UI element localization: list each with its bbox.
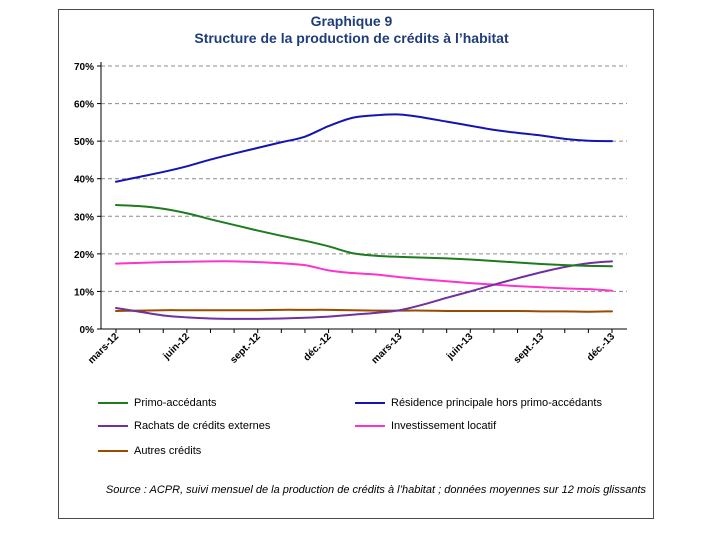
y-tick-label: 70% <box>74 62 94 73</box>
chart-frame <box>58 9 654 519</box>
legend-label-investissement: Investissement locatif <box>391 420 497 432</box>
y-tick-label: 40% <box>74 175 94 186</box>
legend-swatch-autres <box>98 450 128 452</box>
legend-swatch-primo <box>98 402 128 404</box>
chart-subtitle: Structure de la production de crédits à … <box>194 30 509 46</box>
x-tick-label: déc.-12 <box>302 331 334 363</box>
series-line-autres-credits <box>115 308 613 313</box>
x-tick-label: juin-12 <box>161 331 193 363</box>
series-line-residence-principale-hors-primo-accedants <box>115 113 613 183</box>
legend-item-investissement: Investissement locatif <box>355 419 496 433</box>
legend-item-primo: Primo-accédants <box>98 396 217 410</box>
source-note: Source : ACPR, suivi mensuel de la produ… <box>105 484 646 496</box>
y-tick-label: 60% <box>74 100 94 111</box>
x-tick-label: mars-12 <box>86 331 121 366</box>
x-tick-label: sept.-12 <box>228 331 263 366</box>
x-tick-label: juin-13 <box>444 331 476 363</box>
legend-item-residence: Résidence principale hors primo-accédant… <box>355 396 602 410</box>
legend-swatch-investissement <box>355 425 385 427</box>
legend-label-autres: Autres crédits <box>134 445 202 457</box>
legend-item-rachats: Rachats de crédits externes <box>98 419 270 433</box>
y-tick-label: 10% <box>74 287 94 298</box>
legend-swatch-rachats <box>98 425 128 427</box>
series-line-rachats-de-credits-externes <box>115 260 613 320</box>
legend-swatch-residence <box>355 402 385 404</box>
series-line-primo-accedants <box>115 204 613 268</box>
y-tick-label: 50% <box>74 137 94 148</box>
chart-title: Graphique 9 <box>310 13 393 29</box>
legend-item-autres: Autres crédits <box>98 444 201 458</box>
x-tick-label: mars-13 <box>370 331 405 366</box>
legend-label-rachats: Rachats de crédits externes <box>134 420 271 432</box>
y-tick-label: 20% <box>74 250 94 261</box>
series-line-investissement-locatif <box>115 260 613 292</box>
legend-label-primo: Primo-accédants <box>134 397 217 409</box>
x-tick-label: déc.-13 <box>585 331 617 363</box>
legend-label-residence: Résidence principale hors primo-accédant… <box>391 397 602 409</box>
x-tick-label: sept.-13 <box>512 331 547 366</box>
y-tick-label: 30% <box>74 212 94 223</box>
y-tick-label: 0% <box>80 325 95 336</box>
